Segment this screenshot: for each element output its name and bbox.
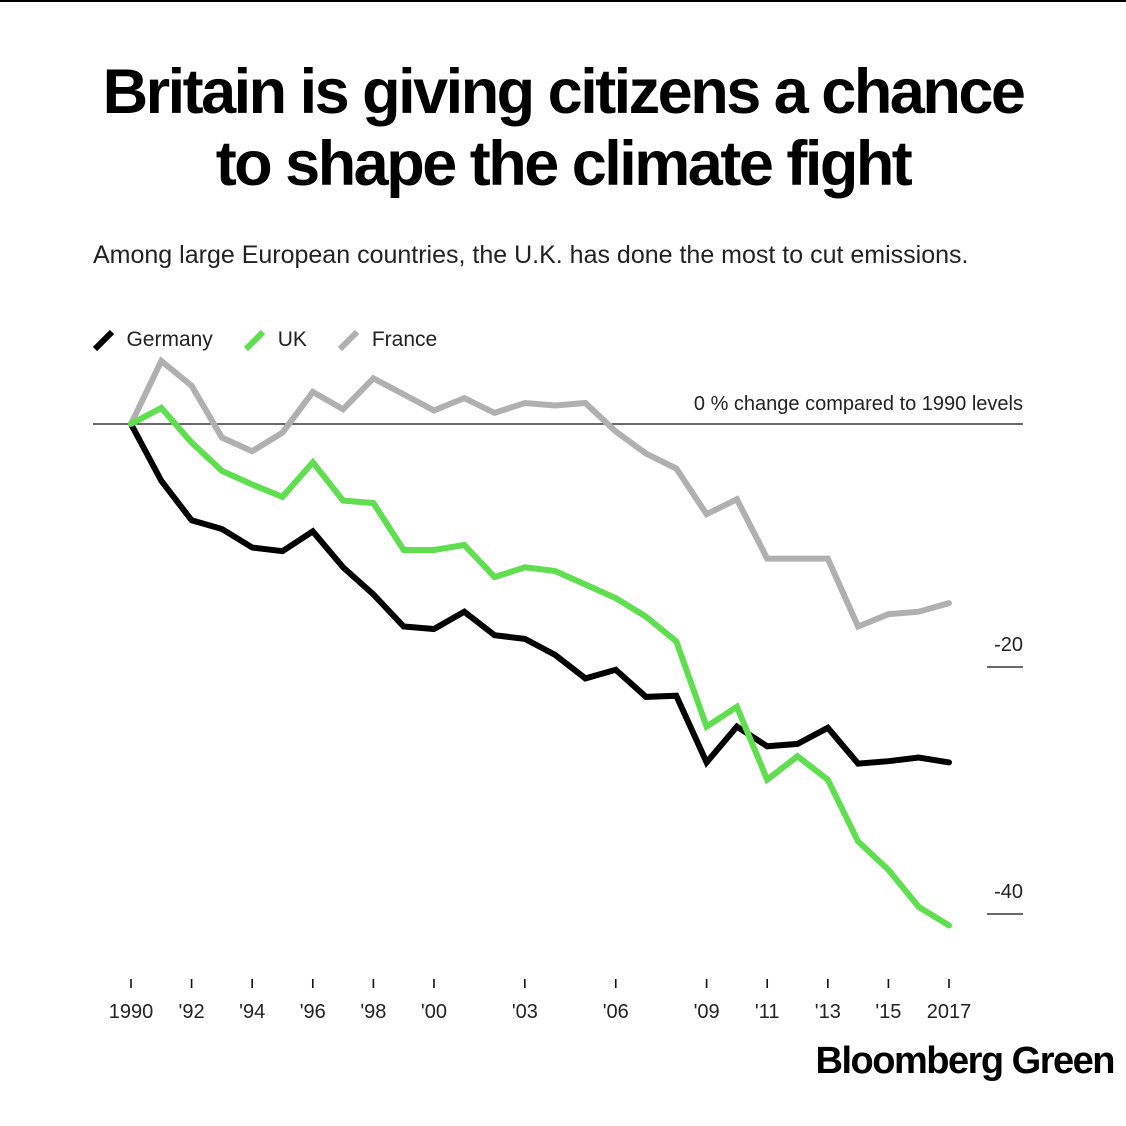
- x-tick-label: '92: [179, 1001, 205, 1023]
- legend: Germany UK France: [92, 328, 463, 358]
- brand-logo: Bloomberg Green: [815, 1040, 1116, 1082]
- x-tick-label: '09: [694, 1001, 720, 1023]
- y-tick-label: -40: [994, 881, 1023, 903]
- zero-reference-label: 0 % change compared to 1990 levels: [694, 393, 1023, 415]
- legend-item-france: France: [337, 328, 437, 352]
- subtitle: Among large European countries, the U.K.…: [93, 241, 969, 269]
- x-tick-label: '11: [755, 1001, 780, 1023]
- x-tick-label: 1990: [109, 1001, 154, 1023]
- series-line-germany: [128, 421, 952, 768]
- legend-swatch-uk: [244, 329, 266, 352]
- x-tick-label: '06: [603, 1001, 629, 1023]
- x-tick-label: '00: [421, 1001, 447, 1023]
- legend-swatch-germany: [92, 329, 115, 352]
- x-tick-label: '13: [815, 1001, 841, 1023]
- headline: Britain is giving citizens a chance to s…: [0, 56, 1126, 200]
- x-tick-label: '98: [360, 1001, 386, 1023]
- x-tick-label: 2017: [927, 1001, 972, 1023]
- y-tick-label: -20: [994, 634, 1023, 656]
- x-tick-label: '03: [512, 1001, 538, 1023]
- series-line-uk: [128, 404, 952, 929]
- x-tick-label: '94: [239, 1001, 265, 1023]
- x-tick-label: '15: [875, 1001, 901, 1023]
- x-tick-label: '96: [300, 1001, 326, 1023]
- legend-label-germany: Germany: [126, 328, 213, 351]
- legend-label-uk: UK: [277, 328, 307, 351]
- legend-item-germany: Germany: [92, 328, 213, 352]
- series-line-france: [128, 356, 952, 631]
- top-rule: [0, 0, 1126, 2]
- headline-line-1: Britain is giving citizens a chance: [102, 57, 1026, 127]
- legend-item-uk: UK: [243, 328, 307, 352]
- legend-swatch-france: [338, 329, 360, 352]
- headline-line-2: to shape the climate fight: [215, 129, 913, 199]
- legend-label-france: France: [371, 328, 438, 351]
